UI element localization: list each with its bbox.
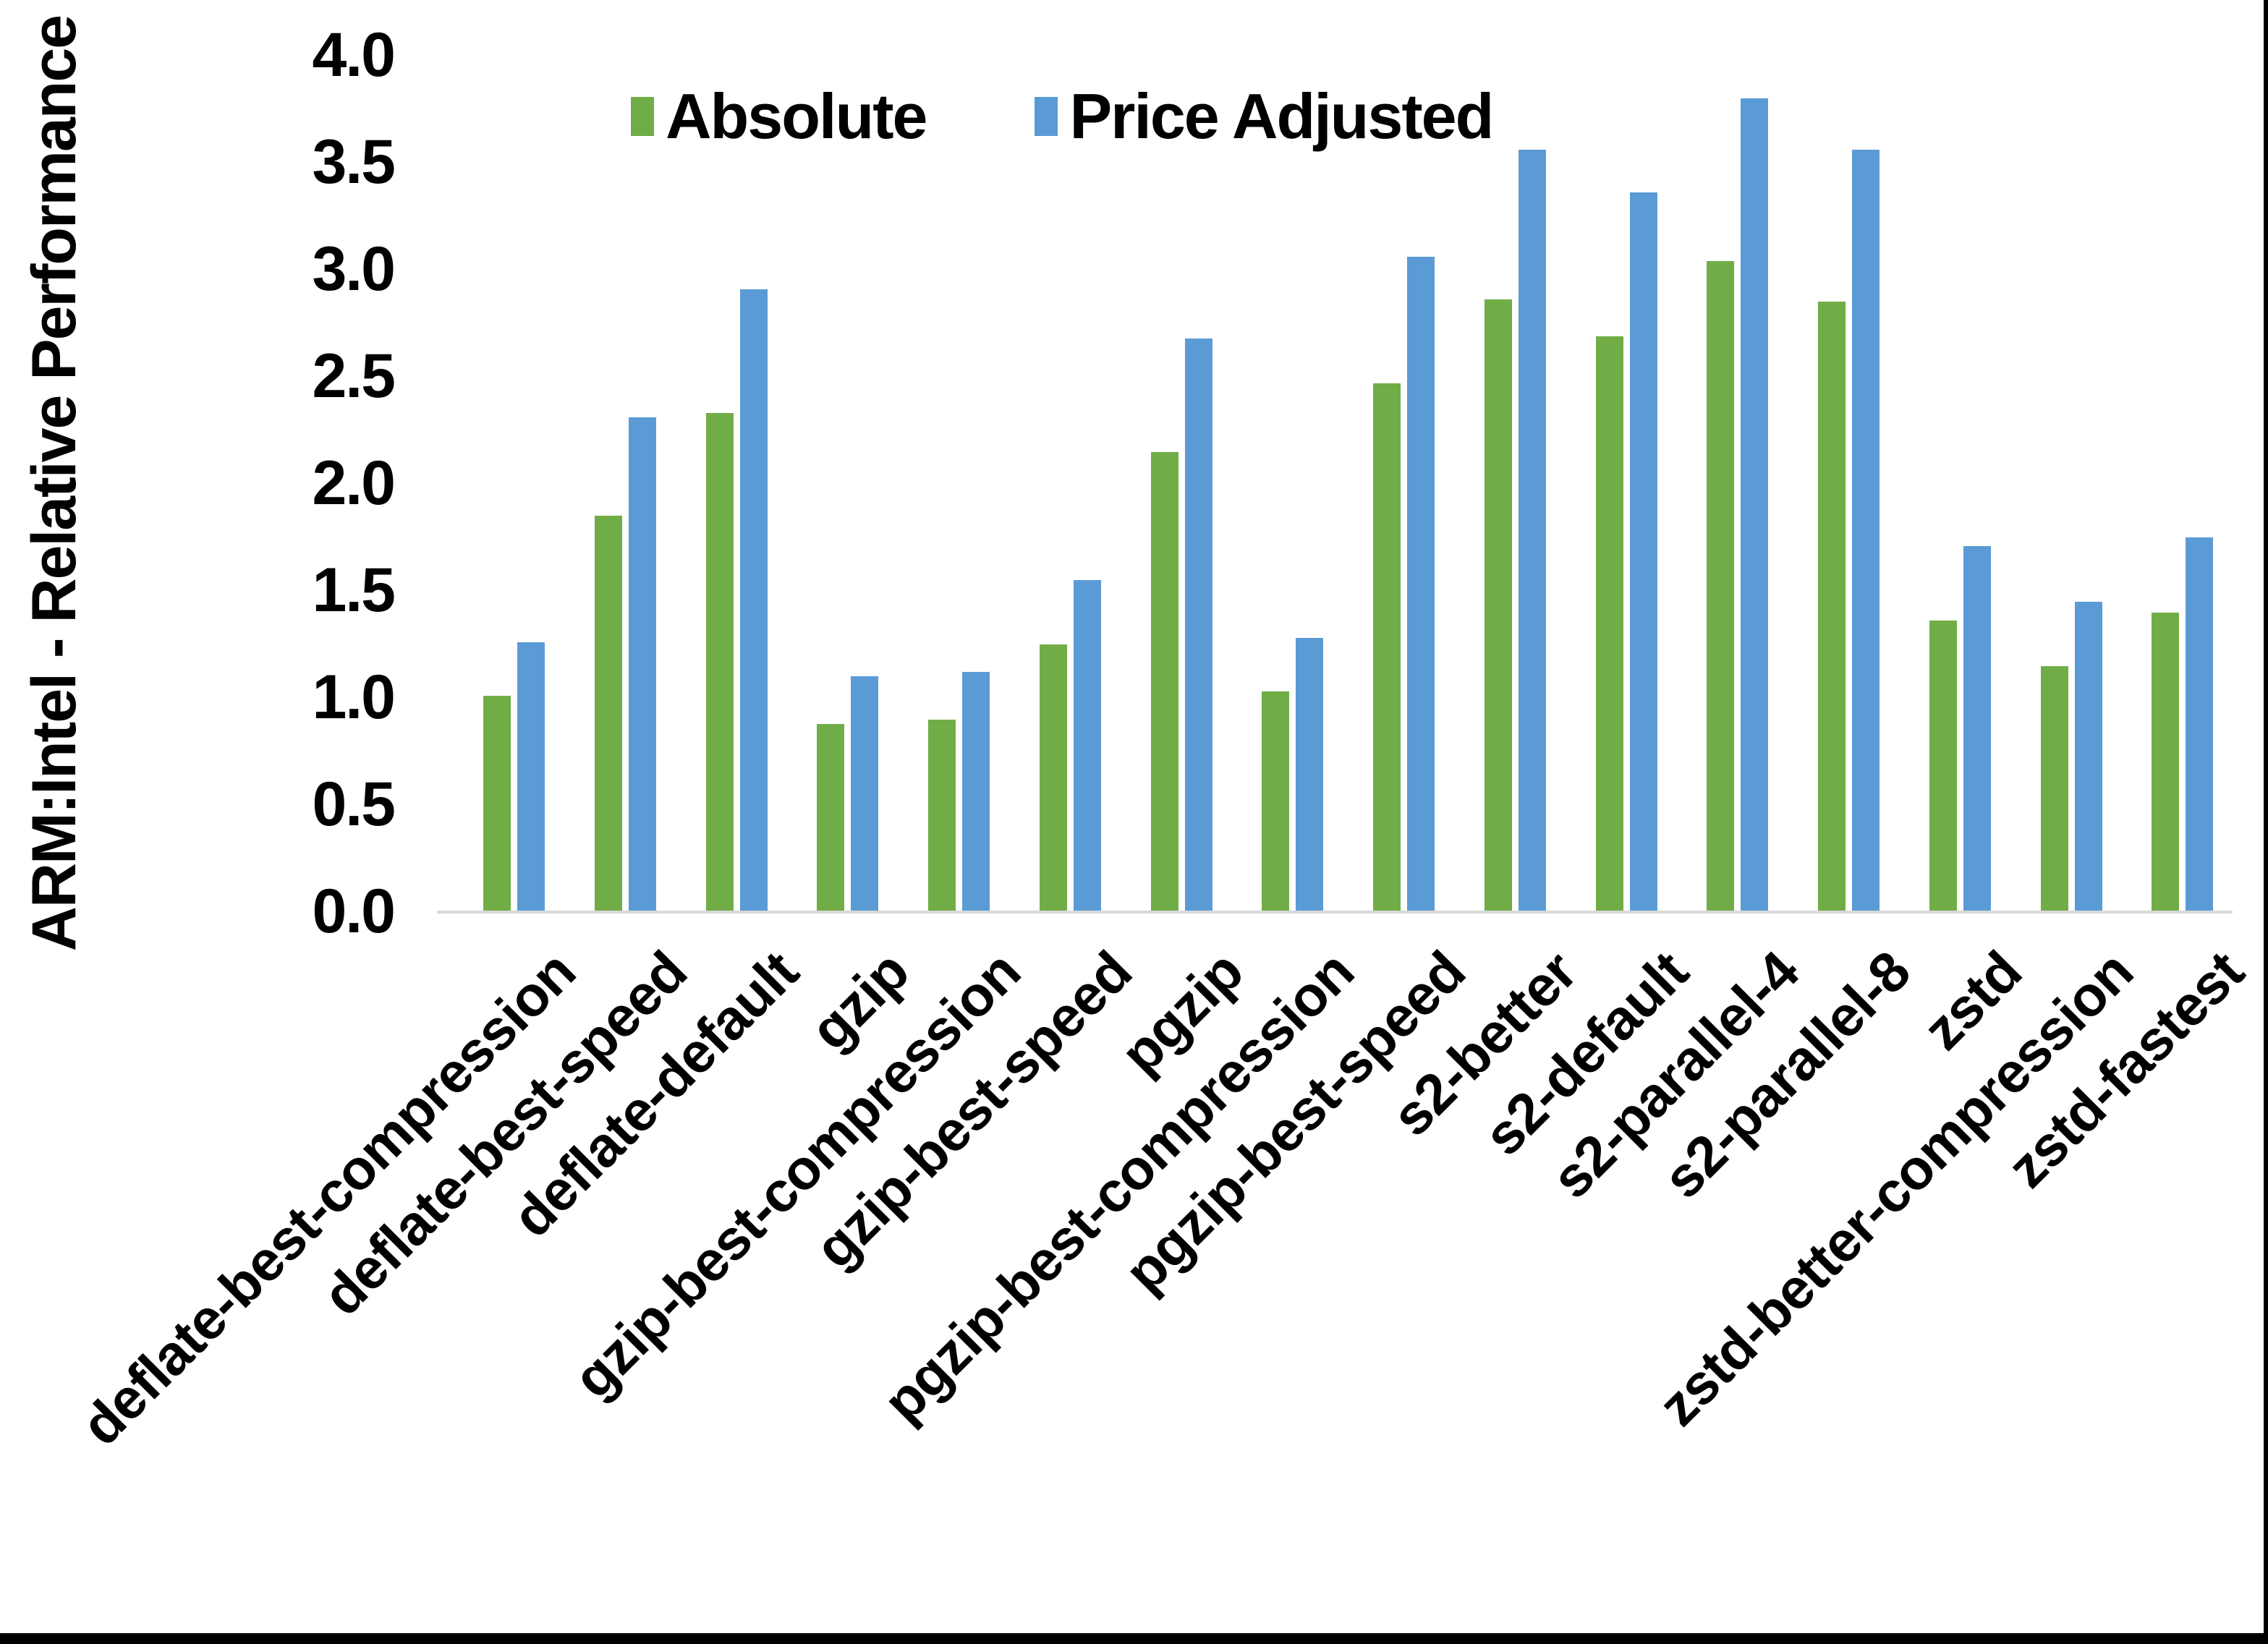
x-axis-label-s2-parallel-8: s2-parallel-8 — [1650, 939, 1922, 1211]
bar-absolute-zstd-better-compression — [2040, 665, 2068, 912]
x-axis-label-deflate-best-compression: deflate-best-compression — [69, 939, 587, 1457]
y-tick-label-1.5: 1.5 — [312, 555, 396, 625]
x-axis-label-zstd: zstd — [1910, 939, 2034, 1062]
x-axis-label-zstd-better-compression: zstd-better-compression — [1645, 939, 2145, 1438]
bar-price-adjusted-pgzip-best-compression — [1296, 638, 1324, 912]
bar-absolute-s2-better — [1484, 299, 1512, 912]
bar-price-adjusted-s2-parallel-4 — [1741, 98, 1769, 912]
plot-area — [449, 56, 2228, 912]
bar-absolute-s2-default — [1595, 336, 1623, 912]
y-tick-label-2.0: 2.0 — [312, 448, 396, 518]
legend-label-price-adjusted: Price Adjusted — [1069, 80, 1494, 152]
y-tick-label-4.0: 4.0 — [312, 20, 396, 90]
bar-price-adjusted-gzip-best-compression — [962, 672, 990, 912]
bar-absolute-zstd-fastest — [2152, 612, 2180, 912]
bar-absolute-deflate-best-compression — [483, 696, 511, 912]
x-axis-label-deflate-default: deflate-default — [499, 939, 810, 1250]
x-axis-label-pgzip-best-speed: pgzip-best-speed — [1112, 939, 1477, 1304]
x-axis-label-zstd-fastest: zstd-fastest — [1995, 939, 2256, 1200]
y-tick-label-0.0: 0.0 — [312, 877, 396, 946]
bar-price-adjusted-gzip-best-speed — [1073, 580, 1101, 912]
bar-absolute-pgzip — [1150, 451, 1178, 912]
bar-absolute-s2-parallel-8 — [1818, 302, 1846, 912]
y-tick-label-0.5: 0.5 — [312, 770, 396, 839]
legend-label-absolute: Absolute — [666, 80, 927, 152]
x-axis-label-s2-default: s2-default — [1471, 939, 1700, 1168]
x-axis-label-deflate-best-speed: deflate-best-speed — [310, 939, 699, 1328]
frame-border-right — [2264, 0, 2268, 1644]
bar-price-adjusted-s2-better — [1518, 150, 1546, 912]
y-tick-label-1.0: 1.0 — [312, 663, 396, 732]
legend-swatch-price-adjusted — [1035, 97, 1058, 136]
bar-absolute-deflate-default — [705, 413, 734, 912]
bar-price-adjusted-s2-parallel-8 — [1852, 150, 1880, 912]
bar-absolute-s2-parallel-4 — [1707, 261, 1735, 912]
bar-price-adjusted-deflate-best-speed — [628, 417, 656, 912]
bar-price-adjusted-zstd-fastest — [2186, 537, 2214, 912]
bar-price-adjusted-pgzip — [1184, 338, 1212, 912]
x-axis-label-pgzip: pgzip — [1108, 939, 1255, 1086]
bar-absolute-gzip-best-compression — [928, 719, 956, 912]
bar-price-adjusted-gzip — [851, 676, 879, 912]
x-axis-label-gzip: gzip — [798, 939, 921, 1062]
x-axis-label-s2-parallel-4: s2-parallel-4 — [1539, 939, 1811, 1211]
y-axis-title: ARM:Intel - Relative Performance — [7, 16, 101, 951]
bar-price-adjusted-s2-default — [1629, 192, 1657, 912]
frame-border-bottom — [0, 1633, 2268, 1644]
bar-absolute-pgzip-best-speed — [1373, 383, 1401, 912]
bar-price-adjusted-zstd — [1963, 545, 1991, 912]
bar-absolute-zstd — [1929, 621, 1957, 912]
bar-absolute-gzip — [817, 723, 845, 912]
y-axis-title-text: ARM:Intel - Relative Performance — [19, 16, 89, 952]
bar-price-adjusted-zstd-better-compression — [2074, 601, 2102, 912]
bar-price-adjusted-deflate-default — [739, 289, 768, 912]
legend-swatch-absolute — [631, 97, 654, 136]
bar-absolute-gzip-best-speed — [1039, 644, 1067, 912]
bar-price-adjusted-deflate-best-compression — [517, 642, 545, 912]
y-tick-label-3.5: 3.5 — [312, 127, 396, 197]
x-axis-label-gzip-best-speed: gzip-best-speed — [802, 939, 1144, 1280]
legend: Absolute Price Adjusted — [631, 78, 1494, 155]
x-axis-label-pgzip-best-compression: pgzip-best-compression — [870, 939, 1366, 1434]
y-tick-label-2.5: 2.5 — [312, 341, 396, 411]
bar-absolute-pgzip-best-compression — [1262, 691, 1290, 912]
x-axis-label-s2-better: s2-better — [1379, 939, 1589, 1149]
x-axis-label-gzip-best-compression: gzip-best-compression — [561, 939, 1032, 1410]
x-axis-line — [437, 911, 2233, 913]
y-tick-label-3.0: 3.0 — [312, 234, 396, 304]
bar-price-adjusted-pgzip-best-speed — [1407, 257, 1435, 912]
bar-absolute-deflate-best-speed — [594, 516, 622, 912]
